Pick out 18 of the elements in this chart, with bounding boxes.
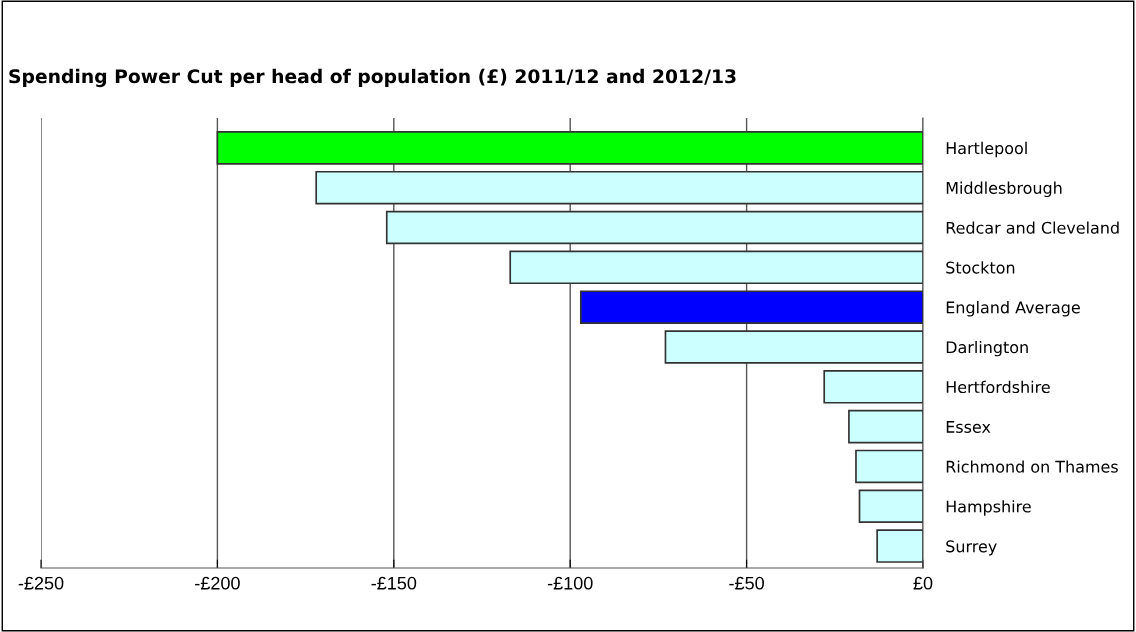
x-tick-label: -£100 bbox=[547, 576, 593, 590]
y-tick-label: England Average bbox=[946, 301, 1080, 317]
x-tick-label: -£200 bbox=[195, 576, 240, 590]
y-tick-label: Richmond on Thames bbox=[946, 460, 1118, 473]
y-tick-label: Stockton bbox=[946, 261, 1015, 274]
y-tick-label: Hartlepool bbox=[946, 141, 1027, 158]
y-tick-label: Middlesbrough bbox=[946, 181, 1062, 198]
y-tick-label: Essex bbox=[946, 421, 991, 433]
chart-title: Spending Power Cut per head of population (£) 2011/12 and 2012/13 bbox=[9, 68, 736, 88]
y-tick-label: Redcar and Cleveland bbox=[946, 221, 1119, 234]
x-tick-label: £0 bbox=[913, 576, 933, 590]
y-tick-label: Hampshire bbox=[946, 500, 1031, 516]
y-tick-label: Hertfordshire bbox=[946, 380, 1050, 394]
x-tick-label: -£150 bbox=[371, 576, 417, 590]
y-tick-label: Surrey bbox=[946, 540, 997, 556]
x-tick-label: -£250 bbox=[18, 576, 64, 590]
x-tick-label: -£50 bbox=[729, 576, 764, 590]
y-tick-label: Darlington bbox=[946, 340, 1028, 357]
